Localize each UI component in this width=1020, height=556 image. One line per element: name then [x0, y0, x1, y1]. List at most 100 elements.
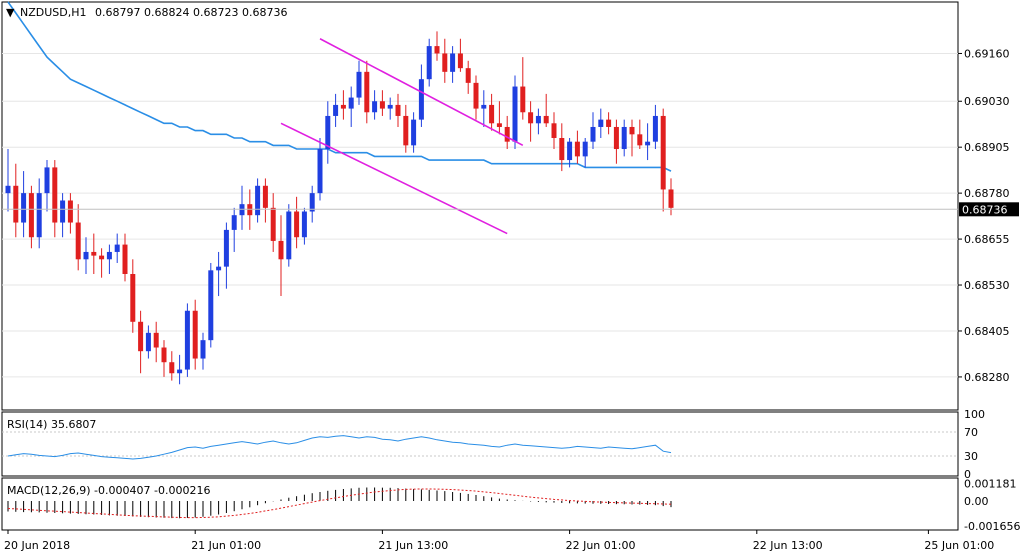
- candle: [481, 90, 487, 127]
- price-tick-label: 0.68530: [964, 279, 1010, 292]
- time-tick-label: 20 Jun 2018: [4, 539, 70, 552]
- candle: [426, 38, 432, 87]
- rsi-title: RSI(14) 35.6807: [7, 418, 96, 431]
- candle: [590, 112, 596, 150]
- candle: [325, 101, 331, 164]
- candle: [192, 299, 198, 370]
- macd-tick-label: 0.00: [964, 495, 989, 508]
- candle: [613, 119, 619, 164]
- candle: [621, 119, 627, 157]
- candle: [122, 233, 128, 282]
- candle: [169, 351, 175, 381]
- candle: [153, 321, 159, 363]
- candle: [629, 119, 635, 157]
- candle: [145, 325, 151, 359]
- candle: [387, 97, 393, 120]
- candle: [434, 31, 440, 61]
- time-tick-label: 25 Jun 01:00: [924, 539, 994, 552]
- rsi-panel[interactable]: [1, 411, 959, 477]
- candle: [301, 207, 307, 245]
- candle: [294, 196, 300, 249]
- candle: [177, 354, 183, 385]
- candle: [216, 251, 222, 297]
- candle: [60, 193, 66, 238]
- candle: [200, 332, 206, 370]
- candle: [520, 57, 526, 120]
- macd-title: MACD(12,26,9) -0.000407 -0.000216: [7, 484, 210, 497]
- rsi-tick-label: 100: [964, 408, 985, 421]
- candle: [106, 244, 112, 274]
- rsi-line: [7, 435, 672, 460]
- candle: [356, 60, 362, 105]
- candle: [278, 215, 284, 297]
- price-tick-label: 0.69160: [964, 47, 1010, 60]
- candle: [83, 237, 89, 274]
- price-tick-label: 0.69030: [964, 95, 1010, 108]
- candle: [348, 86, 354, 127]
- time-tick-label: 22 Jun 13:00: [753, 539, 823, 552]
- channel-upper-line: [319, 38, 524, 147]
- price-panel[interactable]: [1, 1, 959, 411]
- candle: [333, 93, 339, 127]
- time-tick-label: 21 Jun 13:00: [378, 539, 448, 552]
- candle: [52, 160, 58, 238]
- price-tick-label: 0.68655: [964, 233, 1010, 246]
- candle: [138, 310, 144, 374]
- candle: [21, 171, 27, 238]
- candle: [161, 340, 167, 377]
- rsi-tick-label: 70: [964, 426, 978, 439]
- candle: [450, 46, 456, 83]
- candle: [395, 93, 401, 127]
- candle: [231, 207, 237, 252]
- candle: [645, 123, 651, 161]
- candle: [543, 93, 549, 127]
- macd-panel[interactable]: [1, 477, 959, 531]
- candle: [67, 193, 73, 234]
- candle: [99, 248, 105, 278]
- candle: [418, 64, 424, 127]
- candle: [130, 259, 136, 333]
- candle: [465, 60, 471, 94]
- candle: [473, 75, 479, 120]
- candle: [5, 149, 11, 212]
- candle: [44, 160, 50, 212]
- candle: [262, 178, 268, 223]
- candle: [559, 123, 565, 172]
- macd-signal-line: [7, 488, 672, 519]
- candle: [637, 119, 643, 150]
- candle: [574, 130, 580, 164]
- candle: [36, 178, 42, 249]
- candle: [496, 101, 502, 135]
- price-tick-label: 0.68280: [964, 371, 1010, 384]
- candle: [403, 104, 409, 153]
- candle: [598, 108, 604, 138]
- current-price-label: 0.68736: [962, 203, 1008, 216]
- candle: [286, 204, 292, 267]
- candle: [13, 163, 19, 238]
- candle: [372, 90, 378, 120]
- candle: [223, 222, 229, 289]
- candle: [457, 38, 463, 72]
- candle: [442, 38, 448, 83]
- candle: [114, 233, 120, 263]
- candle: [567, 138, 573, 168]
- macd-tick-label: 0.001181: [964, 477, 1017, 490]
- candle: [528, 101, 534, 142]
- rsi-tick-label: 0: [964, 468, 971, 481]
- macd-tick-label: -0.001656: [964, 520, 1020, 533]
- candle: [317, 138, 323, 201]
- candle: [489, 93, 495, 131]
- candle: [551, 112, 557, 150]
- candle: [28, 185, 34, 249]
- price-tick-label: 0.68405: [964, 325, 1010, 338]
- candle: [652, 104, 658, 150]
- price-tick-label: 0.68780: [964, 187, 1010, 200]
- candle: [270, 193, 276, 252]
- candle: [364, 60, 370, 124]
- price-tick-label: 0.68905: [964, 141, 1010, 154]
- candle: [91, 233, 97, 274]
- candle: [606, 112, 612, 135]
- candle: [75, 204, 81, 271]
- candle: [512, 75, 518, 150]
